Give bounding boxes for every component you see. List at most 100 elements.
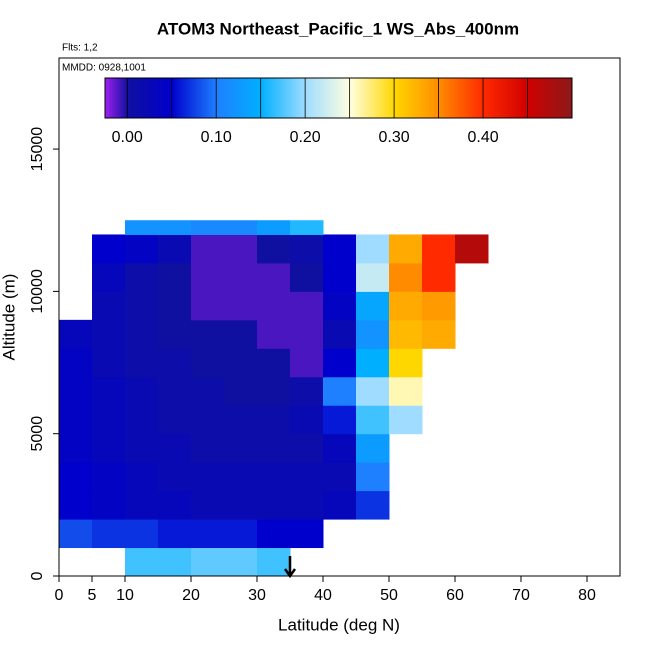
- cell: [224, 519, 258, 549]
- cell: [257, 319, 291, 349]
- cell: [125, 547, 159, 577]
- cell: [455, 234, 489, 264]
- cell: [224, 291, 258, 321]
- plot-frame: [58, 57, 621, 577]
- x-tick-label: 30: [248, 587, 266, 604]
- cell: [323, 291, 357, 321]
- cell: [290, 519, 324, 549]
- cell: [257, 291, 291, 321]
- cell: [323, 376, 357, 406]
- cell: [158, 220, 192, 235]
- cell: [323, 462, 357, 492]
- cell: [191, 348, 225, 378]
- cell: [389, 234, 423, 264]
- colorbar-segment: [216, 78, 262, 118]
- colorbar-tick-label: 0.20: [290, 129, 321, 146]
- cell: [224, 405, 258, 435]
- cell: [257, 490, 291, 520]
- cell: [92, 462, 126, 492]
- cell: [290, 220, 324, 235]
- cell: [125, 376, 159, 406]
- cell: [125, 519, 159, 549]
- colorbar-segment: [105, 78, 128, 118]
- cell: [92, 234, 126, 264]
- x-tick-label: 0: [55, 587, 64, 604]
- cell: [290, 291, 324, 321]
- cell: [191, 291, 225, 321]
- cell: [422, 319, 456, 349]
- cell: [59, 490, 93, 520]
- cell: [191, 220, 225, 235]
- cell: [92, 262, 126, 292]
- colorbar-tick-label: 0.10: [201, 129, 232, 146]
- cell: [92, 519, 126, 549]
- cell: [224, 319, 258, 349]
- cell: [158, 433, 192, 463]
- cell: [356, 291, 390, 321]
- y-tick-label: 10000: [29, 269, 46, 314]
- cell: [191, 519, 225, 549]
- cell: [59, 433, 93, 463]
- cell: [191, 405, 225, 435]
- colorbar-segment: [349, 78, 395, 118]
- cell: [224, 490, 258, 520]
- y-tick-label: 5000: [29, 416, 46, 452]
- cell: [290, 405, 324, 435]
- cell: [224, 433, 258, 463]
- cell: [59, 462, 93, 492]
- y-axis-label: Altitude (m): [0, 274, 18, 361]
- cell: [356, 234, 390, 264]
- cell: [290, 433, 324, 463]
- cell: [125, 291, 159, 321]
- cell: [257, 547, 291, 577]
- cell: [59, 319, 93, 349]
- cell: [191, 319, 225, 349]
- cell: [257, 234, 291, 264]
- cell: [389, 291, 423, 321]
- colorbar-segment: [305, 78, 351, 118]
- colorbar-tick-label: 0.30: [379, 129, 410, 146]
- cell: [290, 348, 324, 378]
- cell: [191, 234, 225, 264]
- cell: [389, 348, 423, 378]
- cell: [290, 234, 324, 264]
- cell: [158, 376, 192, 406]
- cell: [191, 376, 225, 406]
- cell: [422, 234, 456, 264]
- cell: [92, 405, 126, 435]
- y-tick-label: 0: [29, 571, 46, 580]
- y-tick-label: 15000: [29, 127, 46, 172]
- cell: [158, 519, 192, 549]
- cell: [125, 433, 159, 463]
- cell: [389, 319, 423, 349]
- cell: [257, 462, 291, 492]
- cell: [224, 262, 258, 292]
- cell: [257, 433, 291, 463]
- x-tick-label: 50: [380, 587, 398, 604]
- cell: [191, 462, 225, 492]
- cell: [290, 462, 324, 492]
- cell: [191, 433, 225, 463]
- cell: [59, 376, 93, 406]
- cell: [191, 490, 225, 520]
- heatmap: [59, 220, 489, 577]
- annotation: MMDD: 0928,1001: [62, 63, 146, 74]
- cell: [158, 234, 192, 264]
- cell: [92, 291, 126, 321]
- cell: [59, 348, 93, 378]
- x-tick-label: 80: [578, 587, 596, 604]
- cell: [224, 462, 258, 492]
- cell: [92, 433, 126, 463]
- cell: [92, 319, 126, 349]
- cell: [323, 405, 357, 435]
- cell: [356, 376, 390, 406]
- cell: [158, 291, 192, 321]
- colorbar-frame: [104, 77, 573, 119]
- cell: [158, 462, 192, 492]
- cell: [125, 262, 159, 292]
- cell: [191, 547, 225, 577]
- cell: [356, 262, 390, 292]
- cell: [290, 490, 324, 520]
- cell: [125, 319, 159, 349]
- lat-marker: [283, 556, 297, 579]
